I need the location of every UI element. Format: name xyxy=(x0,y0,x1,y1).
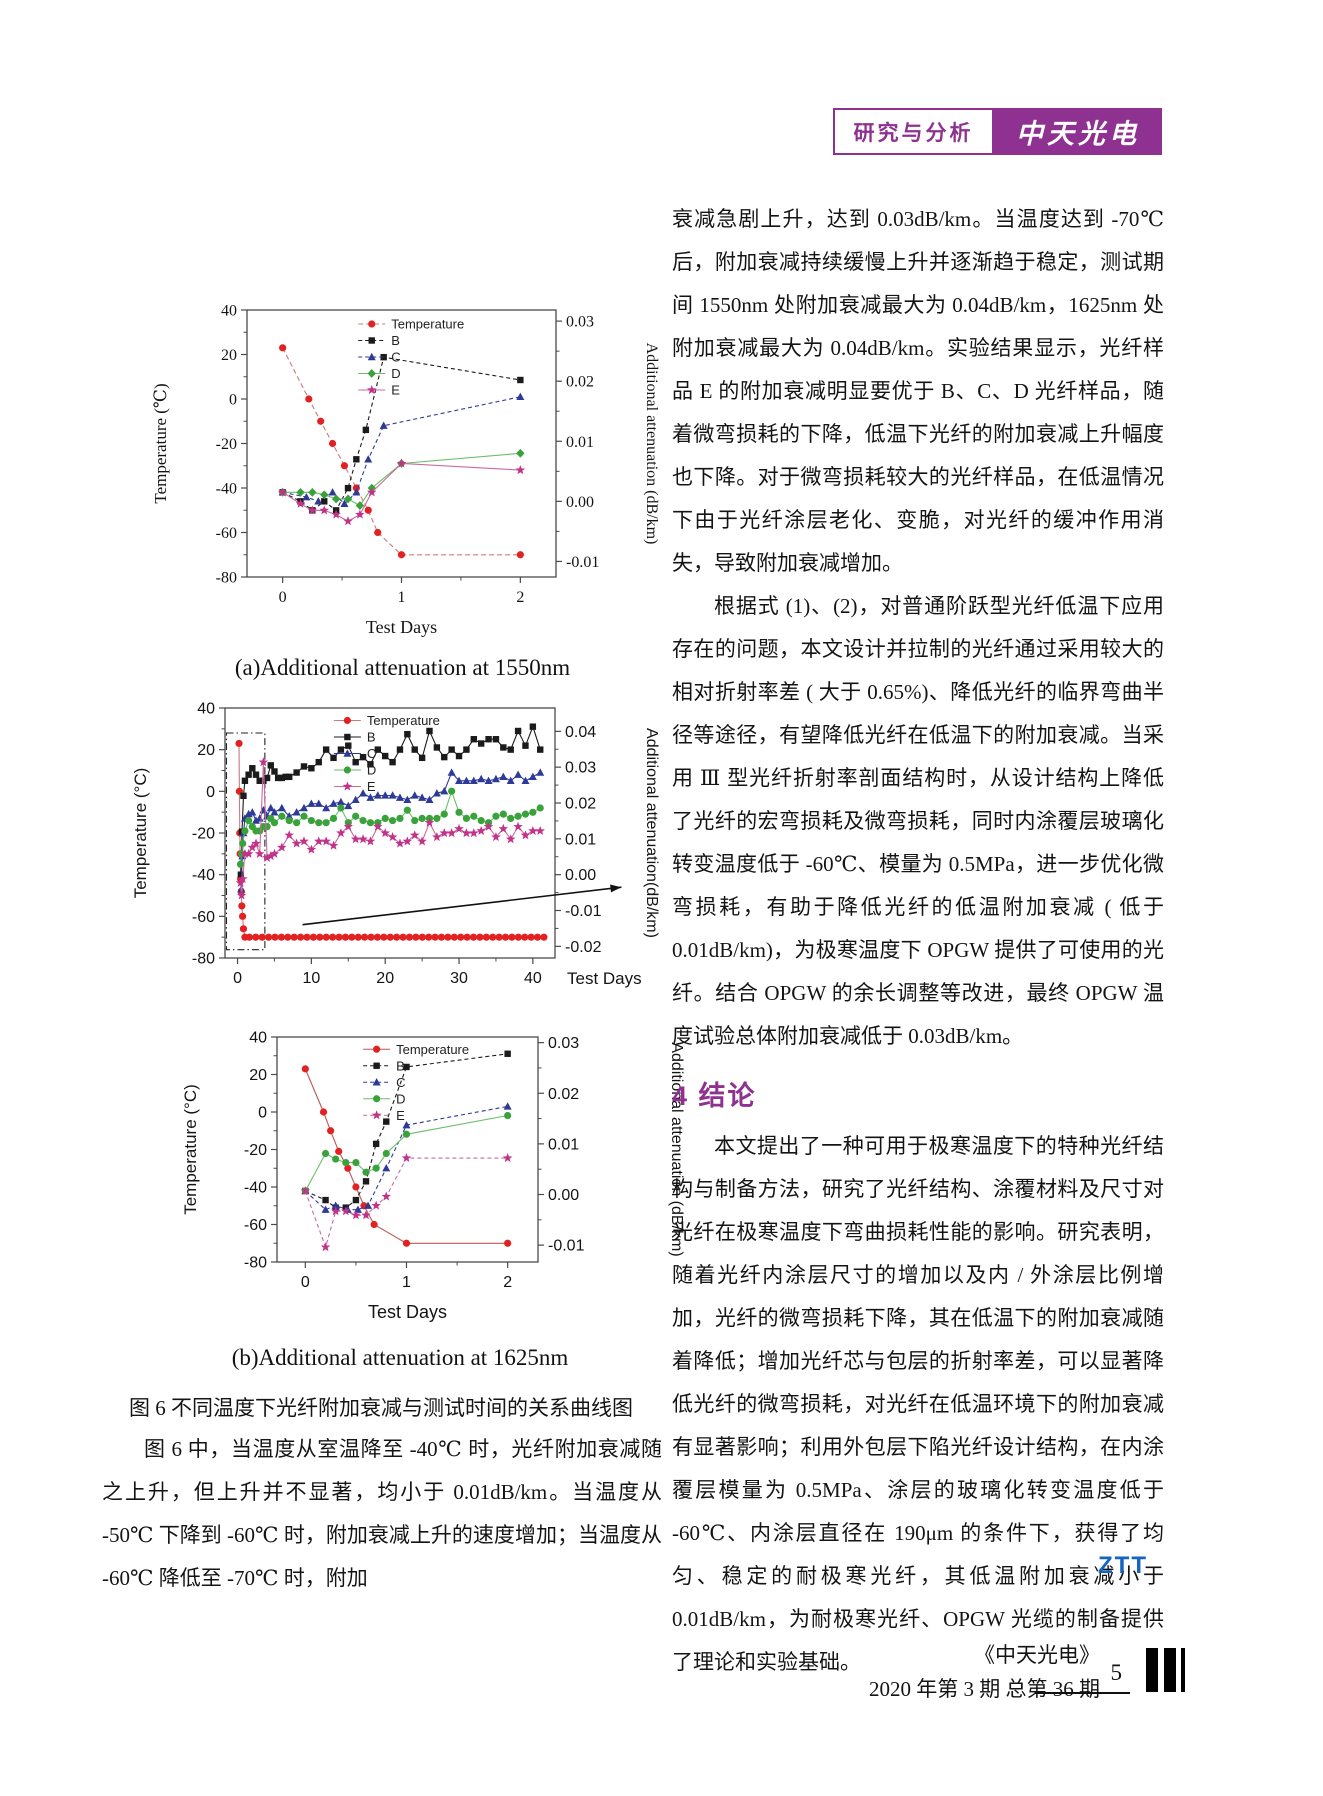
svg-text:0.03: 0.03 xyxy=(566,314,594,331)
svg-text:0.01: 0.01 xyxy=(548,1136,579,1153)
svg-text:Test Days: Test Days xyxy=(567,969,642,988)
svg-text:-0.01: -0.01 xyxy=(565,903,602,920)
svg-text:Additional attenuation(dB/km): Additional attenuation(dB/km) xyxy=(643,728,660,938)
svg-text:0: 0 xyxy=(301,1274,310,1291)
svg-text:40: 40 xyxy=(524,970,542,987)
svg-text:0.04: 0.04 xyxy=(565,724,596,741)
footer-bars-icon xyxy=(1140,1648,1185,1692)
svg-text:40: 40 xyxy=(221,303,237,320)
left-column-paragraph-wrap: 图 6 中，当温度从室温降至 -40℃ 时，光纤附加衰减随之上升，但上升并不显著… xyxy=(102,1428,662,1600)
figure-6b-caption: (b)Additional attenuation at 1625nm xyxy=(231,1345,569,1370)
svg-text:D: D xyxy=(391,366,400,381)
svg-text:C: C xyxy=(367,746,376,761)
svg-text:-80: -80 xyxy=(192,951,215,968)
svg-text:0.03: 0.03 xyxy=(565,760,596,777)
svg-text:Test Days: Test Days xyxy=(366,617,437,637)
svg-text:-0.02: -0.02 xyxy=(565,939,602,956)
svg-text:Temperature: Temperature xyxy=(367,713,440,728)
svg-text:0: 0 xyxy=(229,392,237,409)
svg-text:Additional attenuation (dB/km: Additional attenuation (dB/km) xyxy=(668,1042,685,1256)
svg-text:2: 2 xyxy=(503,1274,512,1291)
page-number: 5 xyxy=(1110,1660,1123,1685)
svg-text:C: C xyxy=(396,1075,405,1090)
section-label: 研究与分析 xyxy=(833,108,994,155)
svg-text:B: B xyxy=(367,730,376,745)
svg-text:0: 0 xyxy=(258,1105,267,1122)
svg-text:20: 20 xyxy=(197,742,215,759)
svg-text:0: 0 xyxy=(206,784,215,801)
figure-6a-caption: (a)Additional attenuation at 1550nm xyxy=(234,655,571,680)
svg-text:0.00: 0.00 xyxy=(548,1187,579,1204)
svg-text:0.00: 0.00 xyxy=(565,867,596,884)
svg-text:30: 30 xyxy=(450,970,468,987)
svg-text:1: 1 xyxy=(398,589,406,606)
svg-text:-60: -60 xyxy=(244,1217,267,1234)
svg-text:40: 40 xyxy=(249,1030,267,1047)
svg-text:Temperature (°C): Temperature (°C) xyxy=(131,768,150,899)
svg-text:-20: -20 xyxy=(244,1142,267,1159)
svg-text:E: E xyxy=(391,383,400,398)
svg-text:Temperature (℃): Temperature (℃) xyxy=(151,383,170,503)
svg-text:-40: -40 xyxy=(216,481,237,498)
svg-text:-20: -20 xyxy=(192,826,215,843)
svg-text:20: 20 xyxy=(249,1067,267,1084)
figure-6-title: 图 6 不同温度下光纤附加衰减与测试时间的关系曲线图 xyxy=(129,1396,633,1420)
svg-text:-20: -20 xyxy=(216,436,237,453)
journal-brand-logo: 中天光电 xyxy=(994,108,1162,155)
svg-text:E: E xyxy=(396,1108,405,1123)
svg-text:0: 0 xyxy=(233,970,242,987)
svg-text:1: 1 xyxy=(402,1274,411,1291)
svg-text:0.03: 0.03 xyxy=(548,1035,579,1052)
svg-text:40: 40 xyxy=(197,701,215,718)
svg-text:E: E xyxy=(367,779,376,794)
left-column-paragraph: 图 6 中，当温度从室温降至 -40℃ 时，光纤附加衰减随之上升，但上升并不显著… xyxy=(102,1437,662,1590)
svg-text:0.02: 0.02 xyxy=(548,1086,579,1103)
svg-text:2: 2 xyxy=(516,589,524,606)
svg-text:-60: -60 xyxy=(192,909,215,926)
svg-text:0.01: 0.01 xyxy=(566,434,594,451)
header-band: 研究与分析 中天光电 xyxy=(833,108,1162,155)
svg-text:-40: -40 xyxy=(192,867,215,884)
svg-text:C: C xyxy=(391,350,400,365)
figure-6-longterm-chart: 40 20 0 -20 -40 -60 -80 0 10 20 30 40 0.04 0.03 0.02 0.… xyxy=(130,695,660,1025)
svg-text:0.02: 0.02 xyxy=(565,796,596,813)
svg-text:Test Days: Test Days xyxy=(368,1302,447,1322)
svg-text:Temperature: Temperature xyxy=(391,317,464,332)
svg-text:-0.01: -0.01 xyxy=(548,1238,585,1255)
svg-text:-0.01: -0.01 xyxy=(566,554,599,571)
svg-text:Temperature (°C): Temperature (°C) xyxy=(181,1084,200,1215)
svg-text:10: 10 xyxy=(302,970,320,987)
svg-text:D: D xyxy=(367,763,376,778)
paragraph-2: 根据式 (1)、(2)，对普通阶跃型光纤低温下应用存在的问题，本文设计并拉制的光… xyxy=(672,594,1164,1048)
figure-6a-chart: 40 20 0 -20 -40 -60 -80 0 1 2 0.03 0.02 0.01 0.00 -0.0… xyxy=(150,265,660,640)
figure-6b-chart: 40 20 0 -20 -40 -60 -80 0 1 2 0.03 0.02 0.01 0.00 -0.0… xyxy=(180,1022,685,1367)
svg-text:-80: -80 xyxy=(244,1255,267,1272)
svg-text:-60: -60 xyxy=(216,525,237,542)
footer-issue: 2020 年第 3 期 总第 36 期 xyxy=(869,1677,1100,1701)
footer-journal-name: 《中天光电》 xyxy=(974,1643,1100,1667)
svg-text:B: B xyxy=(391,333,400,348)
paragraph-3: 本文提出了一种可用于极寒温度下的特种光纤结构与制备方法，研究了光纤结构、涂覆材料… xyxy=(672,1134,1164,1674)
page-number-rule: 5 xyxy=(1035,1660,1130,1694)
svg-text:0: 0 xyxy=(279,589,287,606)
footer-journal-info: 《中天光电》 2020 年第 3 期 总第 36 期 xyxy=(760,1638,1100,1706)
svg-text:20: 20 xyxy=(376,970,394,987)
svg-text:20: 20 xyxy=(221,347,237,364)
svg-text:-80: -80 xyxy=(216,570,237,587)
svg-text:Temperature: Temperature xyxy=(396,1042,469,1057)
svg-text:Additional attenuation (dB/km: Additional attenuation (dB/km) xyxy=(643,343,660,545)
right-column: 衰减急剧上升，达到 0.03dB/km。当温度达到 -70℃ 后，附加衰减持续缓… xyxy=(672,198,1164,1684)
ztt-logo: ZTT xyxy=(1098,1552,1148,1579)
svg-text:0.00: 0.00 xyxy=(566,494,594,511)
svg-text:0.01: 0.01 xyxy=(565,831,596,848)
svg-text:-40: -40 xyxy=(244,1180,267,1197)
svg-text:B: B xyxy=(396,1058,405,1073)
svg-text:0.02: 0.02 xyxy=(566,374,594,391)
svg-text:D: D xyxy=(396,1091,405,1106)
paragraph-1: 衰减急剧上升，达到 0.03dB/km。当温度达到 -70℃ 后，附加衰减持续缓… xyxy=(672,207,1164,575)
conclusion-heading: 4 结论 xyxy=(672,1081,757,1111)
